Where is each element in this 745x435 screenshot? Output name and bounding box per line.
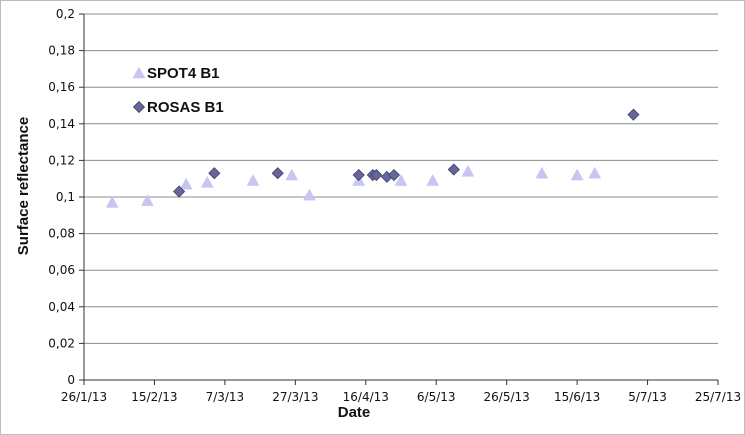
- spot4-b1-point: [200, 175, 214, 188]
- x-tick-label: 15/2/13: [131, 390, 177, 404]
- y-tick-label: 0,08: [48, 227, 75, 241]
- y-tick-label: 0,18: [48, 44, 75, 58]
- y-tick-label: 0,1: [56, 190, 75, 204]
- spot4-b1-point: [461, 164, 475, 177]
- spot4-b1-point: [246, 174, 260, 186]
- legend-rosas-b1-label: ROSAS B1: [147, 99, 224, 116]
- gridlines: [84, 13, 718, 344]
- rosas-b1-point: [173, 185, 186, 198]
- legend-rosas-b1-marker: [132, 100, 146, 114]
- x-tick-label: 7/3/13: [206, 390, 245, 404]
- spot4-b1-point: [179, 177, 193, 190]
- rosas-b1-point: [370, 168, 383, 182]
- spot4-b1-point: [426, 174, 440, 186]
- y-tick-label: 0,2: [56, 7, 75, 21]
- y-tick-label: 0: [67, 373, 75, 387]
- series-rosas-b1: [173, 108, 640, 198]
- y-tick-label: 0,04: [48, 300, 75, 314]
- y-axis-title: Surface reflectance: [15, 117, 32, 255]
- rosas-b1-point: [447, 163, 460, 176]
- legend-spot4-b1-label: SPOT4 B1: [147, 65, 220, 82]
- spot4-b1-point: [105, 195, 119, 208]
- x-tick-label: 27/3/13: [272, 390, 318, 404]
- rosas-b1-point: [352, 168, 365, 182]
- spot4-b1-point: [535, 166, 549, 179]
- y-tick-label: 0,06: [48, 263, 75, 277]
- spot4-b1-point: [588, 166, 602, 179]
- rosas-b1-point: [208, 167, 221, 180]
- spot4-b1-point: [303, 188, 316, 201]
- x-axis-title: Date: [338, 404, 371, 421]
- rosas-b1-point: [627, 108, 640, 121]
- spot4-b1-point: [140, 194, 154, 206]
- x-tick-label: 6/5/13: [417, 390, 456, 404]
- x-tick-label: 26/1/13: [61, 390, 107, 404]
- legend-spot4-b1-marker: [132, 66, 146, 79]
- y-tick-label: 0,16: [48, 80, 75, 94]
- rosas-b1-point: [387, 168, 401, 182]
- legend: SPOT4 B1 ROSAS B1: [132, 65, 224, 116]
- y-tick-label: 0,02: [48, 336, 75, 350]
- x-tick-label: 16/4/13: [343, 390, 389, 404]
- data-series: [105, 108, 640, 208]
- rosas-b1-point: [271, 167, 284, 180]
- x-tick-label: 25/7/13: [695, 390, 741, 404]
- y-tick-label: 0,14: [48, 117, 75, 131]
- spot4-b1-point: [285, 168, 299, 181]
- axes: 0 0,02 0,04 0,06 0,08 0,1 0,12 0,14 0,16 0,18 0,2 2…: [48, 7, 741, 404]
- x-tick-label: 5/7/13: [628, 390, 667, 404]
- spot4-b1-point: [570, 168, 584, 181]
- x-tick-label: 15/6/13: [554, 390, 600, 404]
- spot4-b1-point: [394, 174, 408, 186]
- y-tick-label: 0,12: [48, 153, 75, 167]
- series-spot4-b1: [105, 164, 602, 208]
- x-tick-label: 26/5/13: [484, 390, 530, 404]
